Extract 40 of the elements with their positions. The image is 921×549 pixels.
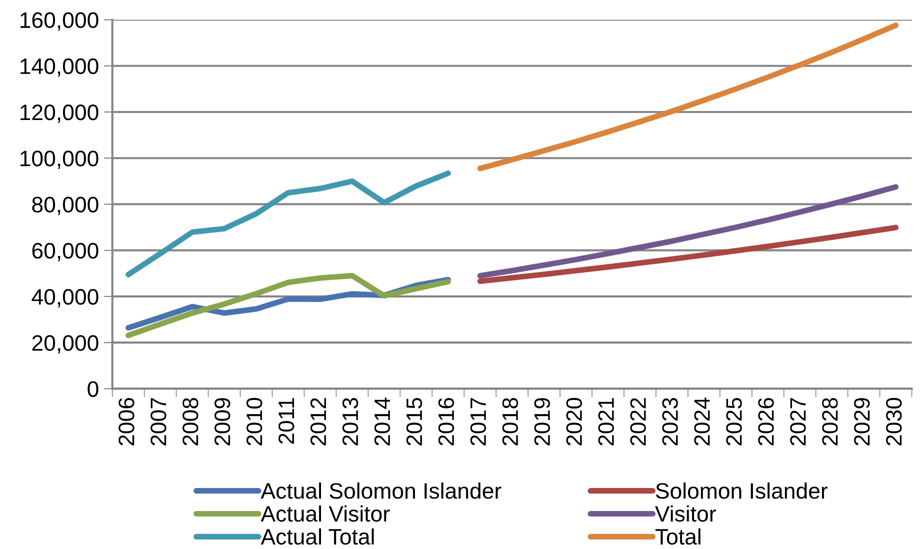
x-tick-label: 2025 xyxy=(726,398,742,446)
x-tick-label: 2018 xyxy=(502,398,518,446)
y-tick-label: 140,000 xyxy=(20,58,98,77)
y-tick-label: 80,000 xyxy=(32,196,98,216)
x-tick-label: 2012 xyxy=(310,398,326,446)
x-tick-label: 2026 xyxy=(758,398,774,446)
x-tick-label: 2010 xyxy=(246,398,262,446)
legend-label: Actual Total xyxy=(260,528,374,545)
x-tick-label: 2007 xyxy=(150,398,166,446)
x-tick-label: 2011 xyxy=(278,398,294,444)
x-tick-label: 2022 xyxy=(630,398,646,446)
legend-label: Actual Solomon Islander xyxy=(260,482,502,499)
x-tick-label: 2028 xyxy=(822,398,838,446)
x-tick-label: 2016 xyxy=(438,398,454,446)
x-tick-label: 2021 xyxy=(598,398,614,446)
y-tick-label: 100,000 xyxy=(20,150,98,170)
x-tick-label: 2014 xyxy=(374,398,390,446)
x-tick-label: 2023 xyxy=(662,398,678,446)
y-tick-label: 20,000 xyxy=(32,335,98,354)
x-tick-label: 2006 xyxy=(118,398,134,446)
x-tick-label: 2029 xyxy=(854,398,870,446)
x-tick-label: 2019 xyxy=(534,398,550,446)
x-tick-label: 2030 xyxy=(886,398,902,446)
y-tick-label: 120,000 xyxy=(20,104,98,123)
x-tick-label: 2009 xyxy=(214,398,230,446)
y-tick-label: 0 xyxy=(88,381,98,397)
x-tick-label: 2024 xyxy=(694,398,710,446)
x-tick-label: 2020 xyxy=(566,398,582,446)
x-tick-label: 2017 xyxy=(470,398,486,446)
y-tick-label: 160,000 xyxy=(20,12,98,31)
y-tick-label: 60,000 xyxy=(32,242,98,262)
x-tick-label: 2013 xyxy=(342,398,358,446)
legend-label: Actual Visitor xyxy=(260,505,390,522)
x-tick-label: 2015 xyxy=(406,398,422,446)
legend-label: Total xyxy=(655,528,700,545)
x-tick-label: 2027 xyxy=(790,398,806,446)
legend-label: Visitor xyxy=(655,505,716,522)
y-tick-label: 40,000 xyxy=(32,288,98,308)
x-tick-label: 2008 xyxy=(182,398,198,446)
legend-label: Solomon Islander xyxy=(656,482,828,499)
